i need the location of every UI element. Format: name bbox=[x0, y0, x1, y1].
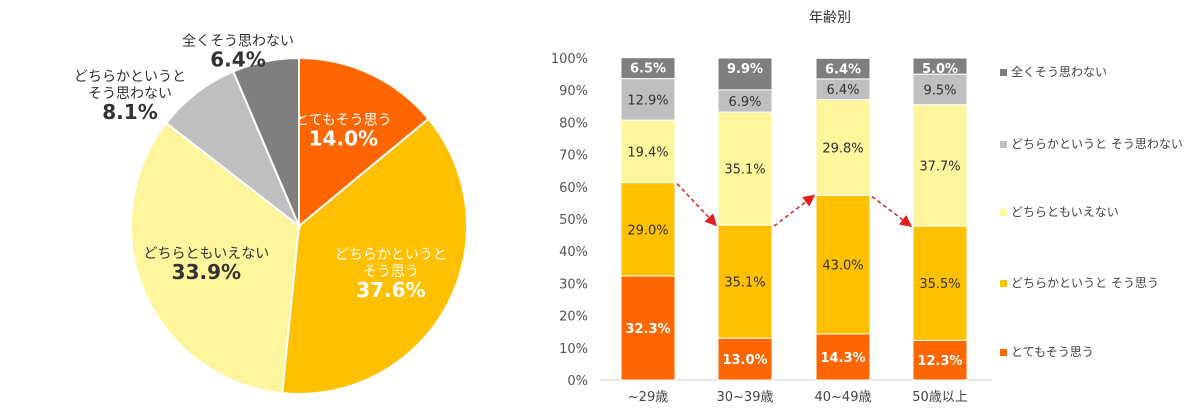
trend-arrow bbox=[676, 183, 718, 227]
y-tick-label: 30% bbox=[559, 277, 588, 292]
bar-segment bbox=[620, 78, 676, 121]
legend-label: どちらかというと そう思わない bbox=[1011, 137, 1183, 151]
legend-swatch bbox=[1000, 349, 1007, 356]
legend-label: どちらともいえない bbox=[1011, 205, 1119, 219]
legend-swatch bbox=[1000, 69, 1007, 76]
pie-slice-value: 14.0% bbox=[309, 126, 378, 150]
bar-data-label: 6.4% bbox=[826, 83, 859, 98]
y-tick-label: 0% bbox=[567, 374, 588, 389]
pie-slice-name: そう思う bbox=[363, 264, 419, 280]
y-tick-label: 20% bbox=[559, 310, 588, 325]
bar-segment bbox=[815, 333, 871, 381]
bar-segment bbox=[717, 224, 773, 339]
legend-item: 全くそう思わない bbox=[1000, 64, 1107, 79]
bar-segment bbox=[620, 275, 676, 381]
bar-segment bbox=[815, 99, 871, 196]
bar-data-label: 6.4% bbox=[825, 62, 861, 77]
bar-data-label: 14.3% bbox=[820, 351, 865, 366]
legend-item: どちらともいえない bbox=[1000, 205, 1119, 219]
legend-swatch bbox=[1000, 141, 1007, 148]
pie-slice bbox=[298, 56, 430, 229]
legend-label: 全くそう思わない bbox=[1011, 64, 1107, 79]
pie-slice bbox=[130, 121, 301, 395]
bar-segment bbox=[912, 73, 968, 106]
pie-slice bbox=[281, 117, 468, 395]
y-tick-label: 80% bbox=[559, 116, 588, 131]
bar-segment bbox=[717, 57, 773, 91]
bar-data-label: 9.9% bbox=[727, 62, 763, 77]
y-tick-label: 10% bbox=[559, 342, 588, 357]
legend-label: とてもそう思う bbox=[1011, 345, 1094, 359]
legend-swatch bbox=[1000, 209, 1007, 216]
y-tick-label: 50% bbox=[559, 213, 588, 228]
pie-slice-name: どちらともいえない bbox=[143, 246, 269, 262]
pie-slice-value: 6.4% bbox=[210, 48, 265, 72]
pie-chart: とてもそう思う14.0%どちらかというとそう思う37.6%どちらともいえない33… bbox=[74, 33, 468, 395]
x-category-label: 40~49歳 bbox=[815, 390, 872, 405]
pie-slice-value: 37.6% bbox=[356, 278, 425, 302]
y-tick-label: 70% bbox=[559, 149, 588, 164]
y-tick-label: 90% bbox=[559, 84, 588, 99]
y-tick-label: 100% bbox=[551, 52, 588, 67]
bar-data-label: 43.0% bbox=[822, 259, 863, 274]
x-category-label: 50歳以上 bbox=[912, 390, 968, 405]
bar-segment bbox=[717, 337, 773, 381]
bar-data-label: 35.1% bbox=[724, 163, 765, 178]
bar-data-label: 29.8% bbox=[822, 142, 863, 157]
bar-segment bbox=[620, 57, 676, 80]
bar-segment bbox=[620, 182, 676, 277]
bar-segment bbox=[815, 194, 871, 335]
chart-title: 年齢別 bbox=[809, 10, 851, 26]
bar-data-label: 12.9% bbox=[627, 93, 668, 108]
bar-segment bbox=[620, 119, 676, 184]
bar-data-label: 9.5% bbox=[923, 83, 956, 98]
x-category-label: 30~39歳 bbox=[717, 390, 774, 405]
bar-segment bbox=[912, 57, 968, 75]
bar-data-label: 19.4% bbox=[627, 145, 668, 160]
bar-data-label: 32.3% bbox=[625, 322, 670, 337]
pie-slice bbox=[231, 56, 300, 227]
trend-arrow bbox=[773, 194, 816, 227]
pie-slice-value: 33.9% bbox=[172, 260, 241, 284]
bar-data-label: 6.9% bbox=[728, 95, 761, 110]
pie-slice-name: とてもそう思う bbox=[295, 112, 392, 128]
bar-data-label: 37.7% bbox=[919, 159, 960, 174]
pie-slice-value: 8.1% bbox=[102, 100, 157, 124]
bar-segment bbox=[815, 57, 871, 80]
bar-data-label: 13.0% bbox=[722, 353, 767, 368]
pie-slice-name: どちらかというと bbox=[335, 247, 447, 263]
trend-arrow bbox=[871, 195, 913, 227]
legend-item: どちらかというと そう思わない bbox=[1000, 137, 1183, 151]
bar-data-label: 29.0% bbox=[627, 223, 668, 238]
bar-data-label: 35.5% bbox=[919, 277, 960, 292]
y-tick-label: 60% bbox=[559, 181, 588, 196]
legend-item: とてもそう思う bbox=[1000, 345, 1094, 359]
x-category-label: ~29歳 bbox=[628, 390, 668, 405]
stacked-bar-chart: 年齢別 0% 10% 20% 30% 40% 50% 60% 70% 80% 90% 100% ~29… bbox=[551, 10, 1183, 405]
bar-segment bbox=[912, 225, 968, 341]
pie-slice-name: 全くそう思わない bbox=[182, 33, 294, 50]
legend-item: どちらかというと そう思う bbox=[1000, 276, 1159, 290]
y-tick-label: 40% bbox=[559, 245, 588, 260]
bar-data-label: 12.3% bbox=[917, 354, 962, 369]
pie-slice-name: そう思わない bbox=[88, 86, 172, 102]
bar-data-label: 35.1% bbox=[724, 276, 765, 291]
pie-slice-name: どちらかというと bbox=[74, 69, 186, 85]
legend-swatch bbox=[1000, 280, 1007, 287]
bar-segment bbox=[912, 104, 968, 227]
legend-label: どちらかというと そう思う bbox=[1011, 276, 1159, 290]
bar-data-label: 6.5% bbox=[630, 62, 666, 77]
bar-data-label: 5.0% bbox=[922, 62, 958, 77]
